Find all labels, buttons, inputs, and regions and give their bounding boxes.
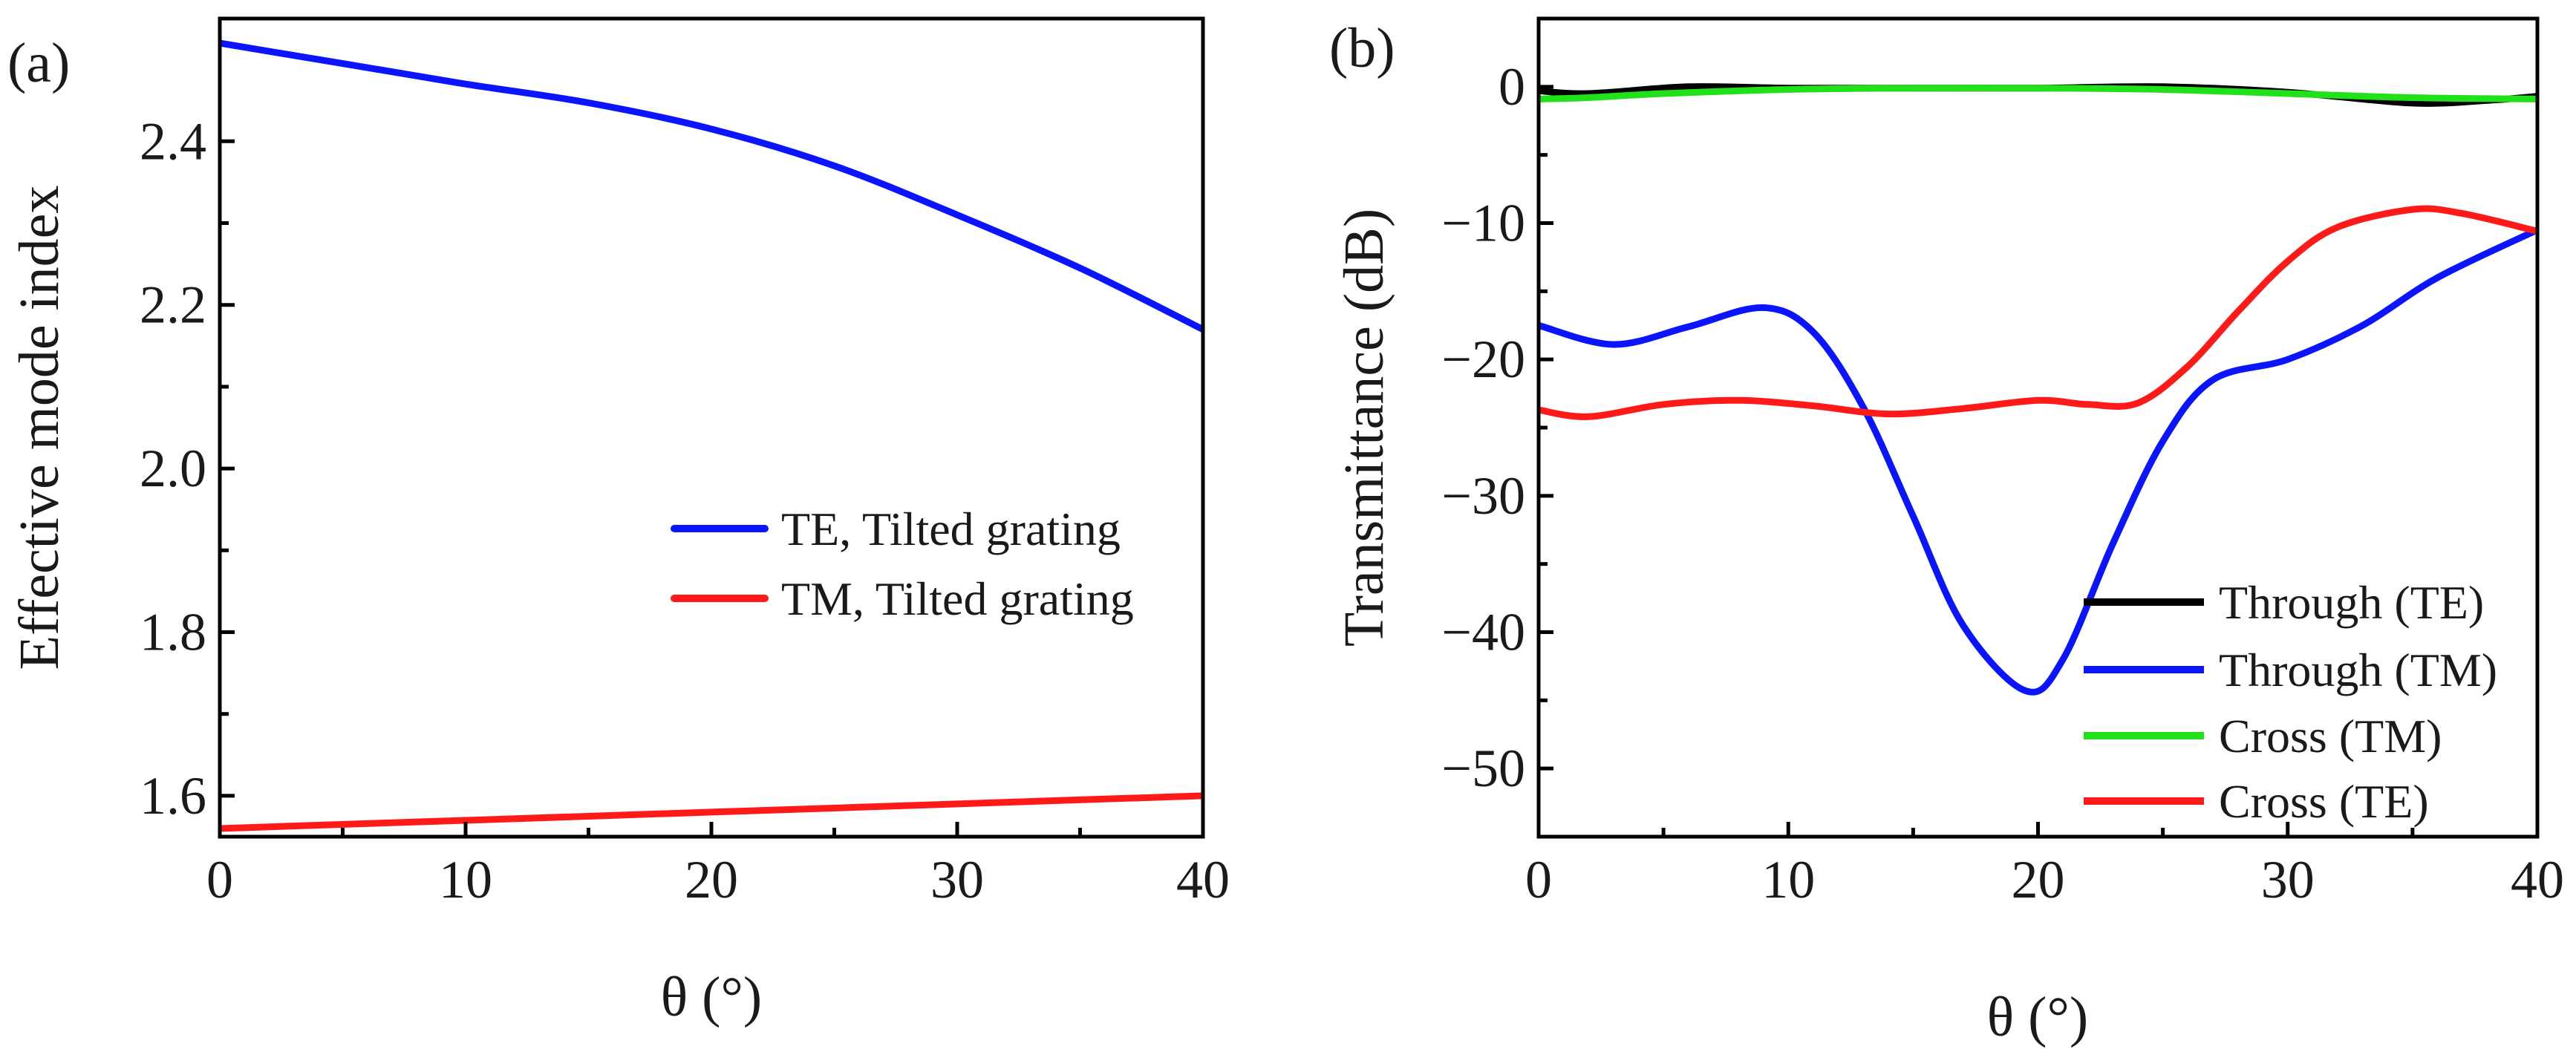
x-tick-label-b-3: 30	[2261, 850, 2315, 909]
ticks-a: 0 10 20 30 40 1.6 1.8 2.0 2.2 2.4	[140, 111, 1230, 909]
ticks-b: 0 10 20 30 40 0 −10 −20 −30 −40 −50	[1441, 57, 2564, 909]
y-tick-label-a-4: 2.4	[140, 111, 206, 171]
y-tick-label-b-0: 0	[1499, 57, 1525, 117]
legend-b: Through (TE) Through (TM) Cross (TM) Cro…	[2084, 576, 2497, 828]
y-tick-label-a-3: 2.2	[140, 275, 206, 335]
series-group-b	[1539, 83, 2537, 696]
series-line-through-tm	[1539, 226, 2537, 696]
x-tick-label-b-1: 10	[1761, 850, 1815, 909]
legend-label-cross-te: Cross (TE)	[2219, 775, 2429, 828]
x-tick-label-b-2: 20	[2012, 850, 2065, 909]
y-tick-label-b-5: −50	[1441, 739, 1525, 798]
y-tick-label-b-3: −30	[1441, 466, 1525, 526]
axes-frame-a	[218, 16, 1205, 839]
panel-label-a: (a)	[7, 32, 70, 94]
x-axis-title-a: θ (°)	[661, 966, 762, 1028]
x-tick-label-b-0: 0	[1525, 850, 1552, 909]
legend-label-tm-tilted: TM, Tilted grating	[781, 572, 1134, 625]
y-axis-title-b: Transmittance (dB)	[1333, 209, 1395, 647]
x-tick-label-a-1: 10	[439, 850, 492, 909]
plot-area-b: 0 10 20 30 40 0 −10 −20 −30 −40 −50	[1441, 16, 2564, 909]
chart-panel-a: (a) 0 10 20 30 40 1.6 1.8 2.0 2.2 2.4 θ (°) Effec…	[7, 16, 1230, 1028]
y-tick-label-a-1: 1.8	[140, 603, 206, 662]
x-tick-label-a-4: 40	[1176, 850, 1230, 909]
y-tick-label-a-2: 2.0	[140, 439, 206, 498]
y-tick-label-b-2: −20	[1441, 330, 1525, 389]
panel-label-b: (b)	[1329, 17, 1395, 79]
plot-area-a: 0 10 20 30 40 1.6 1.8 2.0 2.2 2.4	[140, 16, 1230, 909]
y-axis-title-a: Effective mode index	[8, 186, 71, 670]
x-tick-label-a-3: 30	[930, 850, 984, 909]
series-line-cross-tm	[1539, 84, 2537, 102]
series-line-te-tilted-grating	[220, 39, 1203, 333]
series-line-cross-te	[1539, 205, 2537, 420]
legend-label-te-tilted: TE, Tilted grating	[781, 503, 1121, 555]
y-tick-label-a-0: 1.6	[140, 766, 206, 826]
legend-a: TE, Tilted grating TM, Tilted grating	[671, 503, 1134, 625]
legend-label-through-te: Through (TE)	[2219, 576, 2484, 629]
y-tick-label-b-4: −40	[1441, 603, 1525, 662]
x-tick-label-b-4: 40	[2511, 850, 2564, 909]
x-tick-label-a-2: 20	[685, 850, 738, 909]
legend-label-through-tm: Through (TM)	[2219, 644, 2497, 696]
y-tick-label-b-1: −10	[1441, 194, 1525, 253]
legend-label-cross-tm: Cross (TM)	[2219, 710, 2442, 762]
series-group-a	[220, 39, 1203, 832]
series-line-tm-tilted-grating	[220, 792, 1203, 832]
x-tick-label-a-0: 0	[206, 850, 233, 909]
chart-panel-b: (b) 0 10 20 30 40 0 −10 −20 −30 −40 −50 θ (°) Tran…	[1329, 16, 2564, 1048]
x-axis-title-b: θ (°)	[1987, 986, 2088, 1048]
